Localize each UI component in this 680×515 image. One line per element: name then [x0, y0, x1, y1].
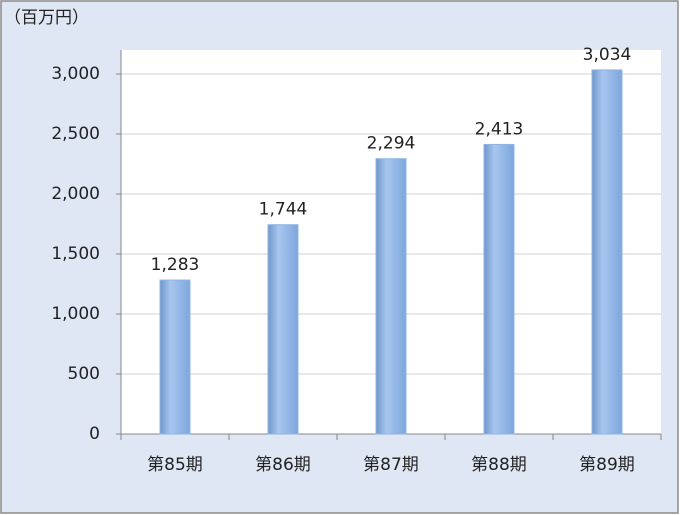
y-tick-label: 500 [68, 364, 100, 384]
y-tick-label: 3,000 [51, 64, 100, 84]
unit-label: （百万円） [4, 8, 89, 28]
bar [483, 143, 515, 435]
y-tick-label: 1,000 [51, 304, 100, 324]
y-tick-label: 0 [89, 424, 100, 444]
y-tick-label: 1,500 [51, 244, 100, 264]
y-tick-label: 2,000 [51, 184, 100, 204]
data-label: 1,283 [151, 255, 200, 275]
data-label: 1,744 [259, 200, 308, 220]
bar [375, 158, 407, 435]
bar [159, 279, 191, 435]
bar [267, 224, 299, 435]
y-tick-label: 2,500 [51, 124, 100, 144]
data-label: 3,034 [583, 45, 632, 65]
bar [591, 69, 623, 435]
x-tick-label: 第86期 [255, 455, 311, 475]
data-label: 2,294 [367, 134, 416, 154]
x-tick-label: 第87期 [363, 455, 419, 475]
data-label: 2,413 [475, 119, 524, 139]
x-tick-label: 第88期 [471, 455, 527, 475]
x-tick-label: 第89期 [579, 455, 635, 475]
x-tick-label: 第85期 [147, 455, 203, 475]
